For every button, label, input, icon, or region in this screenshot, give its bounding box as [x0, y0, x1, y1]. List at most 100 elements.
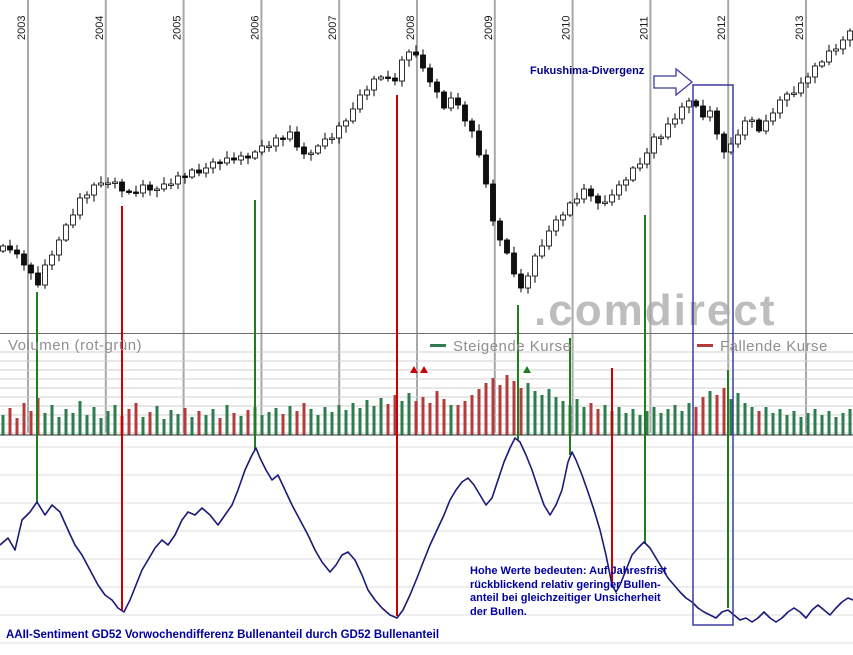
candle-body	[819, 61, 825, 67]
year-tick-label: 2006	[249, 16, 261, 40]
volume-bar	[652, 407, 656, 435]
volume-bar	[407, 393, 411, 435]
volume-bar	[379, 398, 383, 435]
candle-body	[581, 188, 587, 200]
year-tick-label: 2012	[716, 16, 728, 40]
candle-body	[763, 120, 769, 132]
candle-body	[210, 161, 216, 169]
candle-body	[182, 175, 188, 178]
volume-bar	[302, 403, 306, 435]
candle-body	[308, 152, 314, 155]
candle-body	[28, 264, 34, 274]
year-tick-label: 2009	[483, 16, 495, 40]
volume-bar	[43, 413, 47, 435]
candle-body	[21, 253, 27, 266]
candle-body	[756, 119, 762, 132]
legend-falling: Fallende Kurse	[697, 338, 828, 355]
candle-body	[791, 92, 797, 95]
volume-bar	[288, 406, 292, 435]
candle-body	[189, 169, 195, 178]
candle-body	[154, 188, 160, 191]
candle-body	[392, 77, 398, 82]
volume-bar	[218, 418, 222, 435]
candle-body	[280, 137, 286, 140]
candle-body	[140, 184, 146, 194]
candle-body	[112, 181, 118, 184]
year-tick-label: 2013	[794, 16, 806, 40]
volume-bar	[8, 408, 12, 435]
candle-body	[693, 100, 699, 107]
volume-bar	[449, 405, 453, 435]
candle-body	[840, 39, 846, 50]
volume-bar	[183, 408, 187, 435]
candle-body	[595, 195, 601, 204]
candle-body	[420, 54, 426, 69]
volume-bar	[743, 403, 747, 435]
volume-bar	[169, 410, 173, 435]
volume-bar	[848, 409, 852, 435]
candle-body	[42, 264, 48, 286]
volume-bar	[85, 415, 89, 435]
volume-bar	[722, 388, 726, 435]
note-line: der Bullen.	[470, 605, 527, 618]
volume-bar	[841, 413, 845, 435]
volume-bar	[323, 407, 327, 435]
volume-bar	[673, 405, 677, 435]
year-tick-label: 2003	[16, 16, 28, 40]
volume-bar	[225, 405, 229, 435]
volume-bar	[806, 413, 810, 435]
candle-body	[707, 110, 713, 118]
volume-bar	[239, 416, 243, 435]
volume-bar	[78, 401, 82, 435]
candle-body	[35, 272, 41, 286]
volume-bar	[778, 409, 782, 435]
legend-rising-label: Steigende Kurse	[453, 338, 572, 355]
candle-body	[322, 138, 328, 147]
volume-bar	[155, 406, 159, 435]
candle-body	[49, 254, 55, 266]
volume-bar	[519, 388, 523, 435]
volume-bar	[351, 403, 355, 435]
candle-body	[91, 184, 97, 196]
volume-bar	[428, 403, 432, 435]
candle-body	[609, 194, 615, 203]
candle-body	[287, 131, 293, 140]
horizontal-gridlines	[0, 333, 853, 644]
volume-bar	[337, 405, 341, 435]
volume-bar	[540, 395, 544, 435]
volume-bar	[134, 403, 138, 435]
candle-body	[679, 106, 685, 120]
volume-bar	[708, 391, 712, 435]
volume-bar	[71, 413, 75, 435]
candle-body	[406, 51, 412, 61]
volume-bar	[512, 381, 516, 435]
volume-bar	[274, 408, 278, 435]
candle-body	[742, 120, 748, 136]
volume-bar	[386, 404, 390, 435]
volume-bar	[267, 412, 271, 435]
volume-bar	[365, 400, 369, 435]
volume-bar	[659, 413, 663, 435]
candle-body	[315, 145, 321, 154]
volume-bar	[666, 409, 670, 435]
candle-body	[553, 219, 559, 232]
volume-bar	[484, 383, 488, 435]
legend-falling-label: Fallende Kurse	[720, 338, 828, 355]
candle-body	[133, 191, 139, 194]
volume-bar	[57, 417, 61, 435]
volume-bar	[631, 409, 635, 435]
volume-bar	[295, 411, 299, 435]
candle-body	[602, 201, 608, 204]
volume-bar	[204, 415, 208, 435]
candle-body	[413, 51, 419, 56]
year-axis: 2003 2004 2005 2006 2007 2008 2009 2010 2011 2012…	[16, 0, 807, 433]
volume-bar	[281, 414, 285, 435]
candle-body	[518, 273, 524, 289]
candle-body	[126, 190, 132, 193]
candle-body	[469, 120, 475, 132]
volume-bar	[645, 411, 649, 435]
candle-body	[448, 97, 454, 109]
volume-bar	[64, 409, 68, 435]
volume-bar	[358, 408, 362, 435]
candle-body	[686, 100, 692, 108]
